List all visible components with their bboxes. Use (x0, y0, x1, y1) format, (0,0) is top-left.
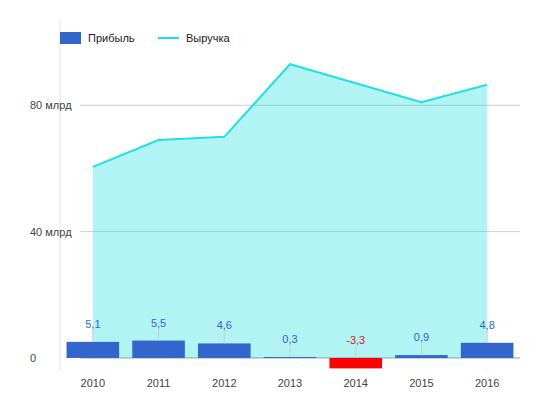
legend-swatch (60, 32, 81, 44)
x-tick-label: 2016 (475, 377, 499, 389)
data-label: 4,8 (479, 319, 494, 331)
label-stem (158, 329, 159, 341)
chart: 0 40 млрд 80 млрд 5,1 5,5 4,6 0,3 -3,3 0,9 4,8 201… (0, 0, 550, 420)
data-label: 5,1 (85, 318, 100, 330)
x-tick-label: 2013 (278, 377, 302, 389)
x-tick-label: 2014 (343, 377, 367, 389)
bar (132, 341, 185, 358)
bar (198, 343, 251, 358)
data-label: 5,5 (151, 317, 166, 329)
labels: 5,1 5,5 4,6 0,3 -3,3 0,9 4,8 (85, 317, 495, 358)
data-label: 4,6 (217, 319, 232, 331)
y-axis-line (60, 20, 61, 371)
label-stem (290, 345, 291, 357)
x-tick-label: 2015 (409, 377, 433, 389)
data-label: 0,3 (282, 333, 297, 345)
bar (461, 343, 514, 358)
area (93, 64, 487, 358)
plot-area (67, 64, 514, 368)
legend-label: Выручка (186, 32, 231, 44)
y-tick-label: 0 (30, 352, 36, 364)
legend-label: Прибыль (88, 32, 135, 44)
x-tick-label: 2011 (147, 377, 171, 389)
y-tick-label: 80 млрд (30, 99, 72, 111)
label-stem (92, 330, 93, 342)
data-label: 0,9 (414, 331, 429, 343)
label-stem (487, 331, 488, 343)
bar (395, 355, 448, 358)
line (93, 64, 487, 167)
label-stem (224, 331, 225, 343)
label-stem (355, 346, 356, 358)
label-stem (421, 343, 422, 355)
legend-swatch (158, 37, 179, 39)
bar (329, 358, 382, 368)
y-tick-label: 40 млрд (30, 226, 72, 238)
data-label: -3,3 (346, 334, 365, 346)
x-tick-label: 2010 (81, 377, 105, 389)
bar (67, 342, 120, 358)
x-tick-label: 2012 (212, 377, 236, 389)
